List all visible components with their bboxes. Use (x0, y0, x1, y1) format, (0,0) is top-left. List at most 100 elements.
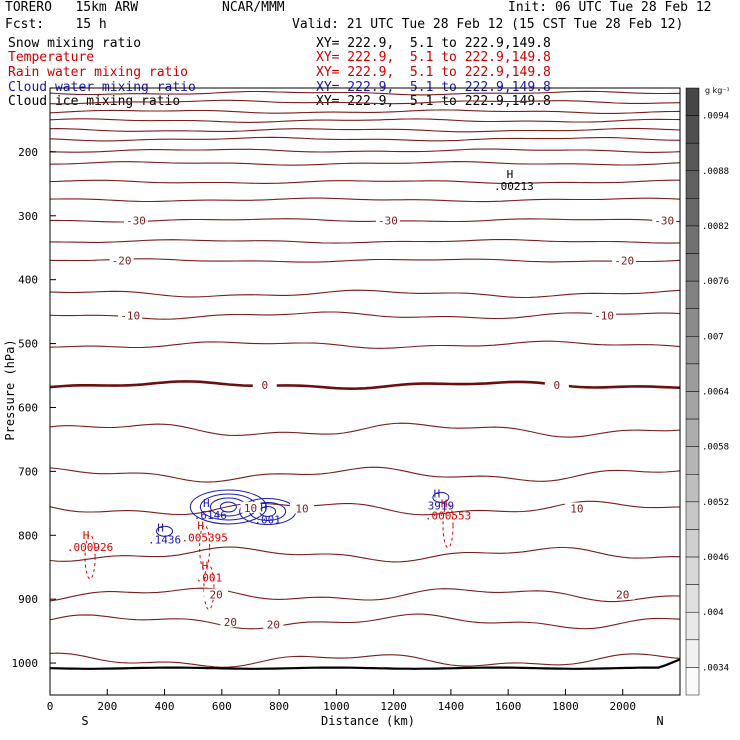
isotherm-label: 20 (267, 619, 280, 632)
isotherm-label-bg (204, 588, 229, 600)
isotherm-label: -10 (594, 309, 614, 322)
colorbar-step (685, 584, 700, 613)
isotherm-label-bg (612, 254, 637, 266)
isotherm-label-bg (375, 214, 400, 226)
colorbar-step (685, 639, 700, 668)
high-marker: H (157, 521, 164, 534)
colorbar-step (685, 253, 700, 282)
isotherm-label-bg (109, 254, 134, 266)
isotherm-label-bg (240, 501, 261, 513)
colorbar-step (685, 446, 700, 475)
colorbar-label: .0088 (702, 167, 729, 177)
y-tick-label: 700 (18, 465, 38, 478)
isotherm-label-bg (263, 618, 284, 630)
high-value-label: .6146 (194, 509, 227, 522)
high-value-label: 3919 (428, 499, 455, 512)
isotherm-line (49, 99, 681, 105)
colorbar-step (685, 363, 700, 392)
x-tick-label: 1000 (323, 700, 350, 713)
isotherm-line (49, 652, 681, 668)
isotherm-line (49, 258, 681, 263)
isotherm-line (49, 179, 680, 185)
high-marker: H (507, 168, 514, 181)
rain-contours (84, 503, 454, 611)
isotherm-line (49, 500, 681, 516)
isotherm-line (49, 90, 681, 96)
x-tick-label: 2000 (609, 700, 636, 713)
colorbar-step (685, 556, 700, 585)
temperature-isotherms (49, 90, 681, 668)
isotherm-line (50, 239, 681, 244)
y-tick-label: 300 (18, 210, 38, 223)
x-tick-label: 400 (155, 700, 175, 713)
isotherm-line (49, 118, 681, 123)
colorbar-label: .007 (702, 332, 724, 342)
isotherm-line (49, 127, 681, 133)
y-tick-label: 200 (18, 146, 38, 159)
cloud-water-contour (432, 491, 450, 503)
isotherm-label: 0 (261, 379, 268, 392)
isotherm-line (49, 380, 681, 391)
colorbar-step (685, 336, 700, 365)
isotherm-label-bg (564, 502, 589, 514)
isotherm-label-bg (123, 214, 148, 226)
x-tick-label: 600 (212, 700, 232, 713)
isotherm-line (49, 422, 681, 438)
isotherm-label-bg (118, 309, 143, 321)
colorbar-label: .0058 (702, 443, 729, 453)
valid-time: Valid: 21 UTC Tue 28 Feb 12 (15 CST Tue … (292, 17, 684, 32)
high-value-label: .001 (254, 513, 281, 526)
rain-contour (442, 503, 454, 549)
isotherm-label-bg (220, 616, 241, 628)
high-value-label: .1436 (148, 533, 181, 546)
high-value-label: .001 (196, 572, 223, 585)
colorbar-label: .004 (702, 608, 724, 618)
isotherm-line (49, 340, 681, 349)
isotherm-label-bg (544, 379, 569, 391)
isotherm-label: -30 (126, 214, 146, 227)
colorbar-label: .0094 (702, 112, 729, 122)
y-tick-label: 800 (18, 529, 38, 542)
isotherm-label: -10 (120, 309, 140, 322)
colorbar-label: .0064 (702, 388, 729, 398)
y-tick-label: 400 (18, 274, 38, 287)
cloud-water-contour (156, 525, 174, 537)
colorbar: .0094 .0088 .0082 .0076 .007 .0064 .0058 .0052.… (685, 87, 729, 696)
isotherm-line (49, 197, 681, 203)
colorbar-label: .0082 (702, 222, 729, 232)
y-axis-label: Pressure (hPa) (3, 339, 17, 440)
high-value-label: .00213 (494, 180, 534, 193)
isotherm-label-bg (290, 502, 314, 514)
high-marker: H (197, 519, 204, 532)
south-end-label: S (81, 714, 88, 728)
isotherm-line (49, 289, 681, 299)
isotherm-line (49, 109, 681, 114)
x-tick-label: 1400 (438, 700, 465, 713)
high-value-label: .000553 (425, 510, 471, 523)
colorbar-step (685, 418, 700, 447)
colorbar-step (685, 474, 700, 503)
field-xy-rain: XY= 222.9, 5.1 to 222.9,149.8 (316, 65, 551, 80)
x-tick-label: 1800 (552, 700, 579, 713)
ground-surface (49, 658, 681, 670)
colorbar-label: .0034 (702, 663, 729, 673)
isotherm-label: 20 (209, 589, 222, 602)
colorbar-step (685, 142, 700, 172)
high-value-label: .000926 (67, 541, 113, 554)
colorbar-step (685, 225, 700, 254)
field-name-snow: Snow mixing ratio (8, 36, 142, 51)
init-time: Init: 06 UTC Tue 28 Feb 12 (508, 0, 712, 15)
isotherm-label: 10 (295, 502, 308, 515)
model-title: TORERO 15km ARW (5, 0, 139, 15)
x-tick-label: 1600 (495, 700, 522, 713)
field-name-temperature: Temperature (8, 50, 95, 65)
field-xy-temperature: XY= 222.9, 5.1 to 222.9,149.8 (316, 50, 551, 65)
center-title: NCAR/MMM (222, 0, 285, 15)
isotherm-line (49, 587, 681, 603)
high-value-label: .005395 (181, 531, 227, 544)
x-tick-label: 800 (269, 700, 289, 713)
colorbar-step (685, 501, 700, 530)
isotherm-label-bg (610, 588, 635, 600)
colorbar-step (685, 115, 700, 144)
x-tick-label: 1200 (380, 700, 407, 713)
